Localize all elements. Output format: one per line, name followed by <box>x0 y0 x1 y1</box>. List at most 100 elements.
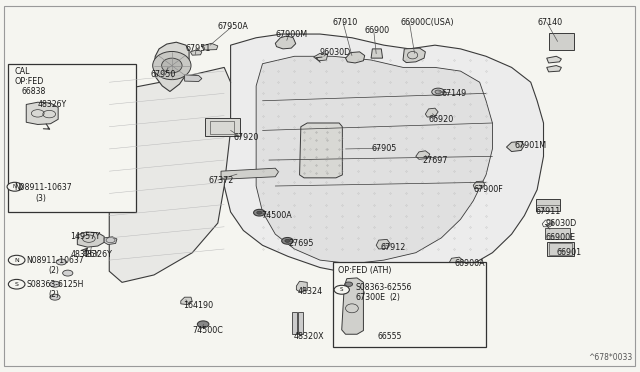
Text: S08363-6125H: S08363-6125H <box>26 280 84 289</box>
Text: 14957Y: 14957Y <box>70 231 100 241</box>
Text: OP:FED: OP:FED <box>15 77 44 86</box>
Text: (2): (2) <box>49 290 60 299</box>
Ellipse shape <box>257 211 262 214</box>
Polygon shape <box>154 42 189 92</box>
Polygon shape <box>256 56 492 264</box>
Text: 67951: 67951 <box>186 44 211 53</box>
Text: CAL: CAL <box>15 67 30 76</box>
Text: 67911: 67911 <box>536 208 561 217</box>
Text: 66900: 66900 <box>365 26 390 35</box>
Bar <box>210 121 234 134</box>
Text: N: N <box>13 184 17 189</box>
Text: 67912: 67912 <box>381 243 406 251</box>
Ellipse shape <box>63 270 73 276</box>
Polygon shape <box>449 257 464 266</box>
Polygon shape <box>109 67 230 282</box>
Text: 66920: 66920 <box>429 115 454 124</box>
Text: 67900M: 67900M <box>275 29 307 39</box>
Ellipse shape <box>153 51 191 80</box>
Text: 27695: 27695 <box>288 239 314 248</box>
Text: N08911-10637: N08911-10637 <box>26 256 84 264</box>
Ellipse shape <box>345 282 353 286</box>
Text: N: N <box>14 258 19 263</box>
Text: 74500A: 74500A <box>261 211 292 220</box>
Text: 48324: 48324 <box>298 287 323 296</box>
Text: 48320X: 48320X <box>293 332 324 341</box>
Text: 74500C: 74500C <box>192 326 223 335</box>
Text: 67910: 67910 <box>333 19 358 28</box>
Text: 66900A: 66900A <box>454 259 484 268</box>
Bar <box>333 262 486 347</box>
Bar <box>298 312 303 334</box>
Text: (2): (2) <box>389 294 400 302</box>
Text: 67950: 67950 <box>151 70 176 79</box>
Polygon shape <box>314 53 328 61</box>
Text: 66900E: 66900E <box>545 233 575 243</box>
Ellipse shape <box>7 182 22 191</box>
Polygon shape <box>224 34 543 279</box>
Polygon shape <box>77 232 104 247</box>
Text: 67300E: 67300E <box>356 293 386 302</box>
Ellipse shape <box>435 90 442 94</box>
Text: 67920: 67920 <box>234 133 259 142</box>
Text: 67140: 67140 <box>537 19 563 28</box>
Ellipse shape <box>162 58 182 73</box>
Bar <box>205 118 240 136</box>
Text: 67950A: 67950A <box>218 22 249 31</box>
Polygon shape <box>416 151 430 159</box>
Bar <box>547 241 573 256</box>
Bar <box>545 228 570 238</box>
Bar <box>548 33 574 49</box>
Polygon shape <box>300 123 342 178</box>
Text: 48326Y: 48326Y <box>38 100 67 109</box>
Text: (2): (2) <box>49 266 60 275</box>
Text: 48326Y: 48326Y <box>83 250 112 259</box>
Text: 67149: 67149 <box>442 89 467 98</box>
Polygon shape <box>26 102 58 125</box>
Polygon shape <box>403 48 426 62</box>
Ellipse shape <box>197 321 209 328</box>
Text: 96030D: 96030D <box>320 48 351 57</box>
Polygon shape <box>296 281 307 292</box>
Ellipse shape <box>334 285 349 294</box>
Ellipse shape <box>56 259 67 265</box>
Text: 66555: 66555 <box>378 331 402 341</box>
Bar <box>536 199 560 211</box>
Ellipse shape <box>282 237 293 244</box>
Text: OP:FED (ATH): OP:FED (ATH) <box>338 266 392 275</box>
Bar <box>8 64 136 212</box>
Text: ^678*0033: ^678*0033 <box>589 353 633 362</box>
Polygon shape <box>473 181 484 189</box>
Polygon shape <box>190 49 202 55</box>
Bar <box>292 312 297 334</box>
Text: S: S <box>340 287 344 292</box>
Polygon shape <box>346 52 365 63</box>
Text: 67900F: 67900F <box>473 185 503 194</box>
Text: (3): (3) <box>36 194 47 203</box>
Text: 48326Y: 48326Y <box>71 250 100 259</box>
Text: 67905: 67905 <box>371 144 396 153</box>
Ellipse shape <box>8 279 25 289</box>
Text: S08363-62556: S08363-62556 <box>355 283 412 292</box>
Text: S: S <box>15 282 19 287</box>
Polygon shape <box>202 43 218 50</box>
Polygon shape <box>355 287 370 303</box>
Polygon shape <box>547 65 561 72</box>
Text: 66901: 66901 <box>556 248 581 257</box>
Polygon shape <box>376 239 390 249</box>
Polygon shape <box>547 56 561 63</box>
Polygon shape <box>371 49 383 58</box>
Text: 96030D: 96030D <box>545 219 577 228</box>
Text: 27697: 27697 <box>422 155 447 164</box>
Text: 66900C(USA): 66900C(USA) <box>401 19 454 28</box>
Ellipse shape <box>432 88 445 96</box>
Polygon shape <box>184 75 202 81</box>
Polygon shape <box>426 108 438 117</box>
Polygon shape <box>221 168 278 179</box>
Polygon shape <box>506 141 524 151</box>
Ellipse shape <box>8 255 25 265</box>
Bar <box>548 243 572 254</box>
Ellipse shape <box>285 239 290 242</box>
Ellipse shape <box>50 281 60 287</box>
Polygon shape <box>180 297 192 305</box>
